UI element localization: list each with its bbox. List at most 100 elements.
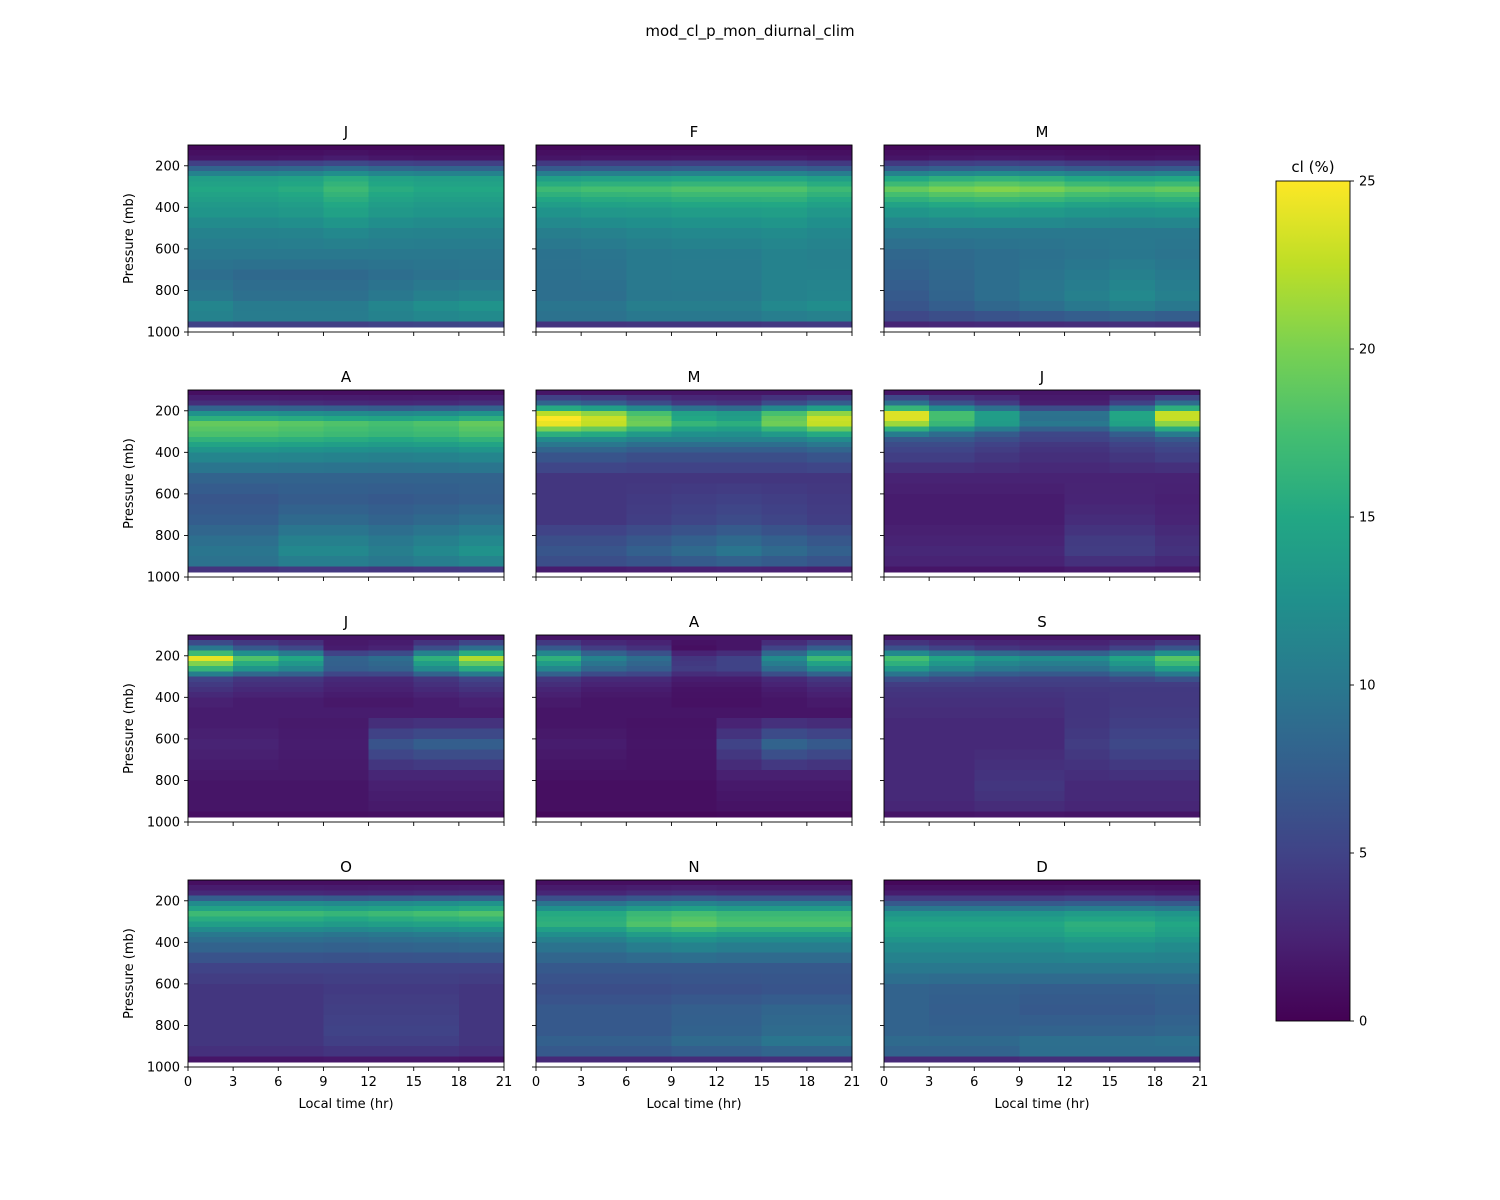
heatmap-cell — [368, 165, 415, 172]
heatmap-cell — [368, 248, 415, 260]
heatmap-cell — [458, 905, 505, 912]
heatmap-cell — [581, 400, 627, 407]
heatmap-cell — [1109, 707, 1156, 719]
heatmap-cell — [761, 556, 808, 568]
heatmap-cell — [458, 686, 505, 693]
heatmap-cell — [233, 238, 279, 250]
heatmap-cell — [1064, 650, 1111, 657]
heatmap-cell — [233, 676, 279, 683]
heatmap-cell — [1064, 1015, 1111, 1026]
heatmap-cell — [974, 421, 1020, 427]
heatmap-cell — [626, 447, 672, 453]
x-tick-label: 12 — [360, 1075, 377, 1090]
heatmap-cell — [806, 676, 853, 683]
panel-3: M — [880, 123, 1201, 336]
heatmap-cell — [716, 905, 763, 912]
heatmap-cell — [413, 640, 460, 646]
heatmap-cell — [806, 248, 853, 260]
heatmap-cell — [806, 671, 853, 678]
heatmap-cell — [974, 525, 1020, 536]
heatmap-cell — [188, 811, 234, 818]
heatmap-cell — [626, 811, 672, 818]
axes-frame — [535, 389, 853, 578]
heatmap-cell — [323, 1035, 370, 1047]
heatmap-cell — [1109, 660, 1156, 667]
heatmap-cell — [806, 280, 853, 291]
heatmap-cell — [233, 150, 279, 156]
heatmap-cell — [581, 937, 627, 943]
heatmap-cell — [1019, 202, 1066, 208]
heatmap-cell — [413, 566, 460, 573]
heatmap-cell — [974, 155, 1020, 162]
heatmap-cell — [806, 1004, 853, 1016]
heatmap-cell — [1154, 259, 1201, 271]
heatmap-cell — [884, 155, 930, 162]
heatmap-cell — [884, 145, 930, 151]
heatmap-cell — [536, 655, 582, 662]
heatmap-cell — [458, 186, 505, 193]
heatmap-cell — [188, 436, 234, 443]
heatmap-cell — [1154, 1046, 1201, 1058]
heatmap-cell — [188, 269, 234, 281]
heatmap-cell — [581, 421, 627, 427]
heatmap-cell — [278, 728, 324, 740]
heatmap-cell — [671, 462, 718, 474]
heatmap-cell — [884, 545, 930, 557]
heatmap-cell — [1064, 655, 1111, 662]
heatmap-cell — [626, 421, 672, 427]
heatmap-cell — [536, 759, 582, 771]
heatmap-cell — [1154, 1056, 1201, 1063]
heatmap-cell — [278, 145, 324, 151]
heatmap-cell — [581, 473, 627, 484]
heatmap-cell — [806, 640, 853, 646]
heatmap-cell — [1154, 640, 1201, 646]
heatmap-cell — [536, 916, 582, 923]
axes-frame — [187, 389, 505, 578]
heatmap-cell — [278, 160, 324, 167]
heatmap-cell — [188, 483, 234, 495]
heatmap-cell — [671, 545, 718, 557]
heatmap-cell — [368, 145, 415, 151]
heatmap-cell — [929, 165, 975, 172]
heatmap-cell — [233, 441, 279, 448]
heatmap-cell — [278, 447, 324, 453]
heatmap-cell — [806, 196, 853, 203]
heatmap-cell — [1064, 885, 1111, 891]
heatmap-cell — [626, 150, 672, 156]
heatmap-cell — [1109, 473, 1156, 484]
heatmap-cell — [188, 738, 234, 750]
heatmap-cell — [929, 436, 975, 443]
heatmap-cell — [1019, 811, 1066, 818]
heatmap-cell — [1019, 390, 1066, 396]
heatmap-cell — [233, 994, 279, 1006]
heatmap-cell — [581, 514, 627, 526]
heatmap-cell — [188, 749, 234, 761]
heatmap-cell — [671, 421, 718, 427]
y-tick-label: 400 — [155, 936, 180, 951]
heatmap-cell — [806, 1015, 853, 1026]
heatmap-cell — [884, 640, 930, 646]
heatmap-cell — [368, 885, 415, 891]
heatmap-cell — [974, 728, 1020, 740]
heatmap-cell — [716, 1056, 763, 1063]
heatmap-cell — [581, 692, 627, 698]
heatmap-cell — [458, 718, 505, 729]
heatmap-cell — [368, 181, 415, 188]
heatmap-cell — [413, 916, 460, 923]
heatmap-cell — [671, 692, 718, 698]
heatmap-cell — [1064, 300, 1111, 312]
heatmap-cell — [368, 916, 415, 923]
heatmap-cell — [323, 248, 370, 260]
heatmap-cell — [671, 415, 718, 422]
heatmap-cell — [278, 921, 324, 928]
heatmap-cell — [233, 790, 279, 802]
heatmap-cell — [929, 217, 975, 229]
heatmap-cell — [626, 145, 672, 151]
heatmap-cell — [1019, 780, 1066, 792]
heatmap-cell — [716, 170, 763, 177]
heatmap-cell — [806, 390, 853, 396]
heatmap-cell — [278, 811, 324, 818]
heatmap-cell — [278, 1046, 324, 1058]
heatmap-cell — [581, 1046, 627, 1058]
heatmap-cell — [536, 300, 582, 312]
